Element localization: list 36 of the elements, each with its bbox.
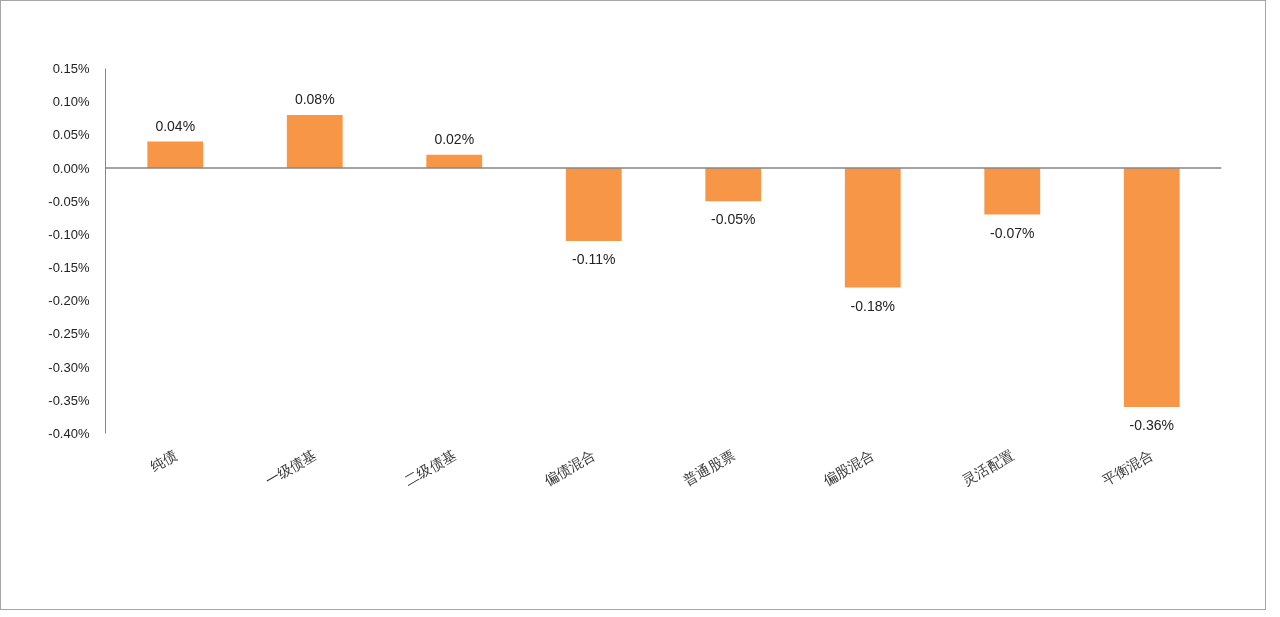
bar bbox=[844, 168, 901, 288]
x-tick-label: 纯债 bbox=[147, 446, 180, 475]
y-tick-label: -0.40% bbox=[48, 426, 90, 441]
y-tick-label: 0.00% bbox=[52, 160, 90, 176]
y-tick-label: -0.05% bbox=[48, 193, 90, 209]
y-tick-label: 0.05% bbox=[52, 127, 90, 143]
y-tick-label: -0.15% bbox=[48, 260, 90, 276]
data-label: 0.04% bbox=[155, 117, 196, 134]
bar bbox=[1123, 168, 1180, 407]
x-tick-label: 平衡混合 bbox=[1099, 446, 1156, 489]
x-tick-label: 普通股票 bbox=[680, 446, 738, 489]
y-tick-label: 0.15% bbox=[52, 61, 90, 76]
bar bbox=[426, 154, 483, 169]
data-label: -0.11% bbox=[572, 251, 616, 268]
x-tick-label: 二级债基 bbox=[401, 446, 459, 489]
y-tick-label: -0.20% bbox=[48, 293, 90, 309]
bar bbox=[984, 168, 1041, 215]
data-label: -0.36% bbox=[1129, 416, 1174, 433]
y-tick-label: -0.10% bbox=[48, 226, 90, 242]
data-label: -0.07% bbox=[990, 224, 1035, 241]
y-tick-label: -0.25% bbox=[48, 326, 90, 342]
x-tick-label: 灵活配置 bbox=[959, 446, 1017, 489]
y-tick-label: -0.35% bbox=[48, 392, 90, 408]
y-tick-label: 0.10% bbox=[52, 94, 90, 110]
bar bbox=[286, 114, 343, 169]
x-tick-label: 偏股混合 bbox=[820, 446, 877, 489]
y-tick-label: -0.30% bbox=[48, 359, 90, 375]
bar bbox=[565, 168, 622, 242]
data-label: -0.18% bbox=[850, 297, 895, 314]
bar bbox=[147, 141, 204, 169]
x-tick-label: 偏债混合 bbox=[541, 446, 598, 489]
x-tick-label: 一级债基 bbox=[262, 446, 319, 489]
bar bbox=[705, 168, 762, 202]
data-label: 0.08% bbox=[294, 90, 335, 107]
data-label: 0.02% bbox=[434, 130, 475, 147]
data-label: -0.05% bbox=[711, 211, 756, 228]
